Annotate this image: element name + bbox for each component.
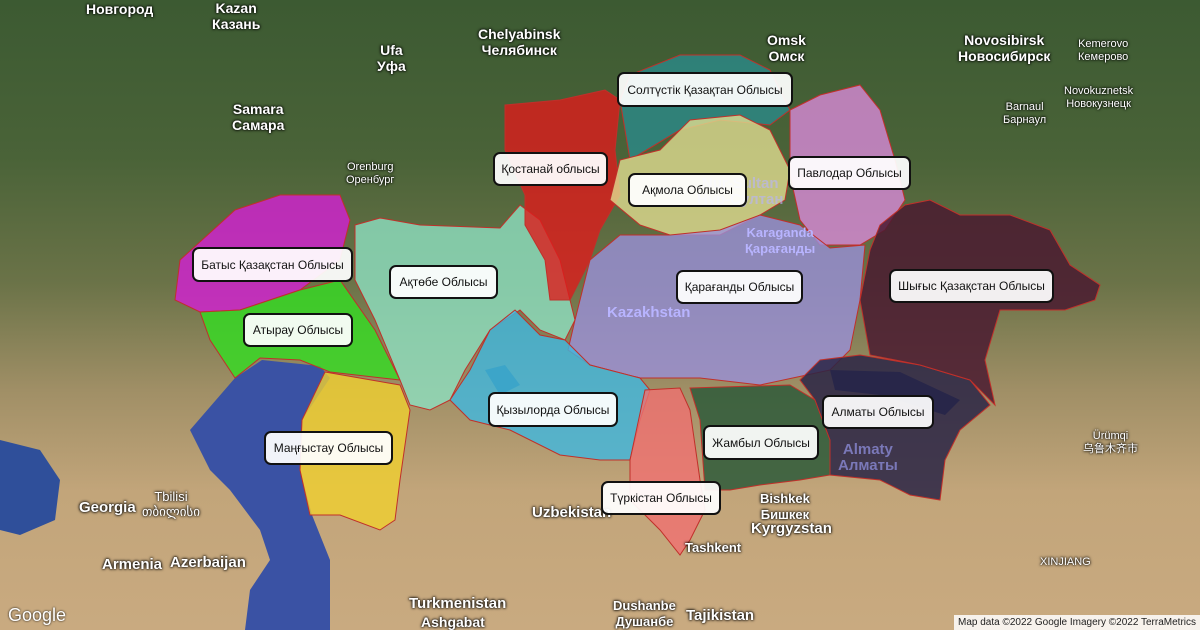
city-almaty: Almaty Алматы bbox=[838, 441, 898, 474]
country-turkmenistan: Turkmenistan bbox=[409, 595, 507, 612]
city-chelyabinsk: Chelyabinsk Челябинск bbox=[478, 26, 561, 58]
city-dushanbe: Dushanbe Душанбе bbox=[613, 598, 676, 629]
city-ufa: Ufa Уфа bbox=[377, 42, 406, 74]
country-uzbekistan: Uzbekistan bbox=[532, 504, 612, 521]
label-kostanay[interactable]: Қостанай облысы bbox=[493, 152, 608, 186]
caspian-sea bbox=[190, 360, 330, 630]
city-samara: Samara Самара bbox=[232, 101, 285, 133]
region-aktobe[interactable] bbox=[354, 204, 576, 411]
label-north-kazakhstan[interactable]: Солтүстік Қазақтан Облысы bbox=[617, 72, 793, 107]
city-ashgabat: Ashgabat bbox=[421, 614, 485, 630]
label-almaty[interactable]: Алматы Облысы bbox=[822, 395, 934, 429]
label-turkistan[interactable]: Түркістан Облысы bbox=[601, 481, 721, 515]
city-orenburg: Orenburg Оренбург bbox=[346, 161, 395, 186]
label-kyzylorda[interactable]: Қызылорда Облысы bbox=[488, 392, 618, 427]
city-tashkent: Tashkent bbox=[685, 540, 742, 555]
country-kyrgyzstan: Kyrgyzstan bbox=[751, 520, 832, 537]
city-kazan: Kazan Казань bbox=[212, 0, 261, 32]
label-mangystau[interactable]: Маңғыстау Облысы bbox=[264, 431, 393, 465]
country-georgia: Georgia bbox=[79, 499, 136, 516]
black-sea bbox=[0, 440, 60, 535]
map-attribution[interactable]: Map data ©2022 Google Imagery ©2022 Terr… bbox=[953, 615, 1200, 630]
city-barnaul: Barnaul Барнаул bbox=[1003, 101, 1047, 126]
label-akmola[interactable]: Ақмола Облысы bbox=[628, 173, 747, 207]
country-armenia: Armenia bbox=[102, 556, 163, 573]
city-omsk: Omsk Омск bbox=[767, 32, 806, 64]
city-bishkek: Bishkek Бишкек bbox=[760, 491, 810, 522]
country-tajikistan: Tajikistan bbox=[686, 607, 755, 624]
label-pavlodar[interactable]: Павлодар Облысы bbox=[788, 156, 911, 190]
label-east-kazakhstan[interactable]: Шығыс Қазақстан Облысы bbox=[889, 269, 1054, 303]
country-azerbaijan: Azerbaijan bbox=[170, 554, 246, 571]
city-tbilisi: Tbilisi თბილისი bbox=[142, 489, 200, 519]
city-novosibirsk: Novosibirsk Новосибирск bbox=[958, 32, 1051, 64]
city-novgorod: Новгород bbox=[86, 1, 154, 17]
city-karaganda: Karaganda Қарағанды bbox=[745, 225, 816, 256]
country-kazakhstan: Kazakhstan bbox=[607, 304, 691, 321]
label-atyrau[interactable]: Атырау Облысы bbox=[243, 313, 353, 347]
region-xinjiang: XINJIANG bbox=[1040, 556, 1091, 568]
google-logo: Google bbox=[8, 605, 67, 625]
label-aktobe[interactable]: Ақтөбе Облысы bbox=[389, 265, 498, 299]
region-turkistan[interactable] bbox=[629, 387, 706, 556]
city-urumqi: Ürümqi 乌鲁木齐市 bbox=[1083, 430, 1138, 455]
label-zhambyl[interactable]: Жамбыл Облысы bbox=[703, 425, 819, 460]
label-karaganda[interactable]: Қарағанды Облысы bbox=[676, 270, 803, 304]
city-kemerovo: Kemerovo Кемерово bbox=[1078, 38, 1129, 63]
city-novokuznetsk: Novokuznetsk Новокузнецк bbox=[1064, 85, 1134, 110]
label-west-kazakhstan[interactable]: Батыс Қазақстан Облысы bbox=[192, 247, 353, 282]
